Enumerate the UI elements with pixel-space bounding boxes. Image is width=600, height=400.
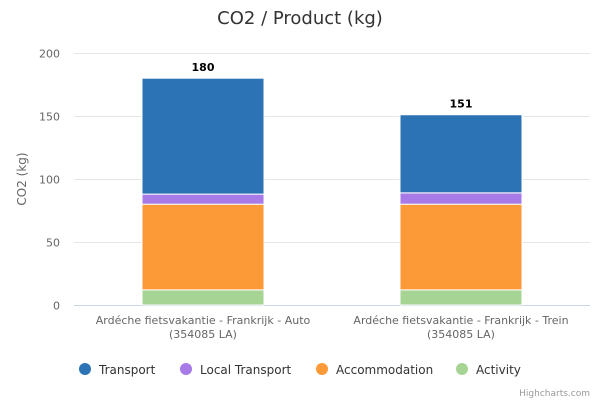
legend-symbol — [456, 363, 468, 375]
labels: 180 Ardéche fietsvakantie - Frankrijk - A… — [96, 61, 569, 341]
bar-segment-transport[interactable] — [399, 114, 523, 194]
legend-label: Accommodation — [336, 363, 433, 377]
legend-label: Activity — [476, 363, 521, 377]
bar-segment-activity[interactable] — [141, 289, 265, 306]
legend-item-local-transport[interactable]: Local Transport — [180, 363, 292, 377]
bar-segment-accommodation[interactable] — [399, 203, 523, 291]
y-tick-label: 50 — [46, 237, 60, 250]
legend-item-accommodation[interactable]: Accommodation — [316, 363, 433, 377]
legend: Transport Local Transport Accommodation Act… — [79, 363, 521, 377]
bar-segment-accommodation[interactable] — [141, 203, 265, 291]
x-category-label: Ardéche fietsvakantie - Frankrijk - Trei… — [353, 314, 568, 327]
x-category-label: (354085 LA) — [169, 328, 237, 341]
legend-label: Local Transport — [200, 363, 292, 377]
bar-segment-activity[interactable] — [399, 289, 523, 306]
y-tick-label: 200 — [39, 48, 60, 61]
credits-link[interactable]: Highcharts.com — [519, 389, 590, 399]
y-tick-label: 0 — [53, 300, 60, 313]
x-category-label: (354085 LA) — [427, 328, 495, 341]
x-category-label: Ardéche fietsvakantie - Frankrijk - Auto — [96, 314, 311, 327]
bar-segment-local-transport[interactable] — [141, 193, 265, 205]
legend-symbol — [180, 363, 192, 375]
legend-item-transport[interactable]: Transport — [79, 363, 156, 377]
stack-total-label: 180 — [192, 61, 215, 74]
chart-title: CO2 / Product (kg) — [217, 8, 383, 29]
bar-segment-local-transport[interactable] — [399, 192, 523, 205]
legend-symbol — [79, 363, 91, 375]
y-tick-label: 150 — [39, 111, 60, 124]
legend-item-activity[interactable]: Activity — [456, 363, 521, 377]
stack-total-label: 151 — [450, 98, 473, 111]
y-axis-label: CO2 (kg) — [15, 152, 29, 205]
legend-label: Transport — [98, 363, 156, 377]
y-tick-label: 100 — [39, 174, 60, 187]
bars — [141, 77, 523, 306]
bar-segment-transport[interactable] — [141, 77, 265, 195]
legend-symbol — [316, 363, 328, 375]
